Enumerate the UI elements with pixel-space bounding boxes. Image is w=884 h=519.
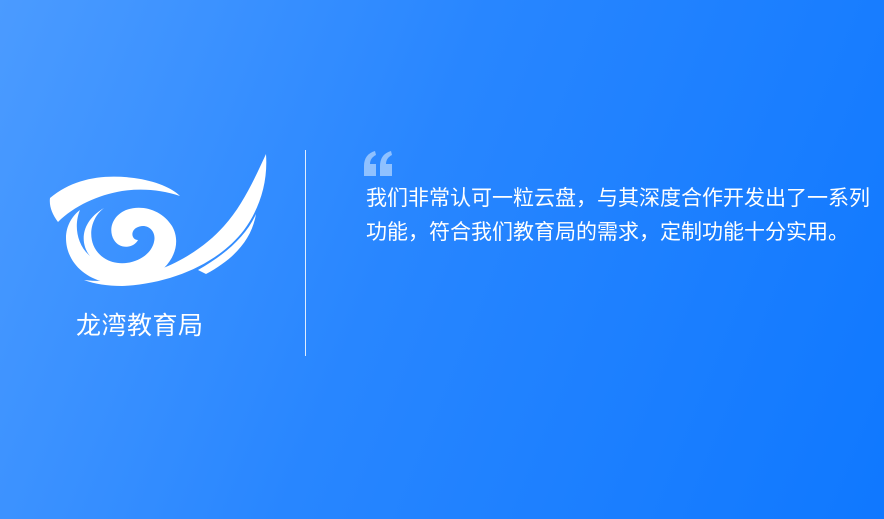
vertical-divider <box>305 150 306 356</box>
quote-mark-icon <box>364 151 392 176</box>
organization-name: 龙湾教育局 <box>76 311 204 340</box>
testimonial-text: 我们非常认可一粒云盘，与其深度合作开发出了一系列功能，符合我们教育局的需求，定制… <box>366 186 870 244</box>
longwan-education-logo-icon <box>49 154 267 286</box>
